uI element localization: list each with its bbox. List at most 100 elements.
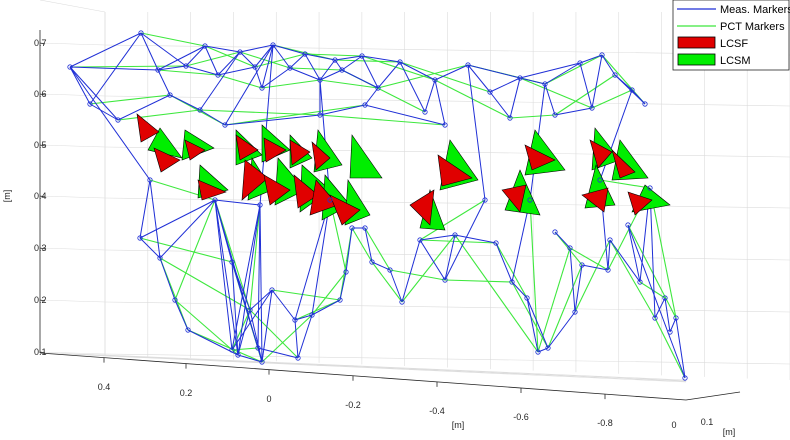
meas-link	[214, 199, 239, 356]
meas-link	[434, 79, 446, 126]
grid-line	[39, 299, 106, 303]
meas-link	[401, 239, 421, 303]
z-axis-ticks: 0.1 0.2 0.3 0.4 0.5 0.6 0.7	[34, 38, 47, 357]
meas-link	[214, 199, 233, 351]
meas-link	[364, 104, 446, 126]
grid-line	[61, 353, 686, 382]
meas-link	[399, 61, 436, 81]
meas-link	[311, 199, 331, 316]
marker-point	[507, 115, 513, 121]
marker-point	[542, 81, 548, 87]
meas-link	[304, 53, 321, 81]
pct-link	[419, 239, 497, 244]
pct-link	[239, 51, 291, 69]
grid-line	[104, 95, 790, 107]
marker-point	[309, 312, 315, 318]
marker-point	[185, 327, 191, 333]
meas-link	[364, 227, 373, 263]
z-tick-mark	[39, 42, 46, 45]
pct-link	[254, 53, 306, 68]
meas-link	[204, 45, 241, 53]
z-tick-mark	[39, 144, 46, 147]
meas-link	[444, 199, 486, 281]
pct-link	[139, 237, 233, 263]
meas-link	[609, 239, 641, 283]
grid-line	[104, 354, 686, 381]
x-axis-label: [m]	[452, 420, 465, 430]
meas-link	[139, 199, 216, 239]
lcsf-triad	[581, 187, 609, 213]
meas-link	[139, 237, 161, 259]
marker-point	[607, 237, 613, 243]
y-axis-line	[685, 391, 741, 401]
marker-point	[337, 297, 343, 303]
lcsf-triad	[329, 194, 361, 226]
pct-link	[174, 199, 216, 301]
meas-link	[675, 317, 686, 379]
x-tick-label: 0.4	[98, 382, 111, 392]
lcsf-triad	[153, 147, 181, 173]
lcsf-triad	[627, 191, 653, 216]
meas-link	[544, 83, 556, 116]
marker-point	[287, 65, 293, 71]
marker-point	[237, 49, 243, 55]
meas-link	[489, 77, 521, 93]
meas-link	[289, 67, 321, 81]
meas-link	[339, 271, 347, 301]
grid-line	[39, 352, 687, 383]
grid-line	[39, 42, 106, 46]
meas-link	[579, 62, 593, 109]
meas-link	[199, 51, 241, 111]
marker-point	[222, 122, 228, 128]
meas-link	[231, 261, 259, 349]
meas-link	[224, 44, 274, 126]
marker-point	[229, 259, 235, 265]
marker-point	[482, 197, 488, 203]
pct-link	[304, 53, 363, 57]
meas-link	[231, 289, 273, 351]
marker-point	[487, 89, 493, 95]
x-tick-label: -0.8	[597, 418, 613, 428]
marker-point	[399, 299, 405, 305]
meas-link	[334, 55, 363, 61]
meas-link	[591, 54, 603, 109]
marker-point	[417, 237, 423, 243]
meas-link	[454, 234, 497, 244]
pct-link	[351, 227, 373, 263]
marker-point	[317, 77, 323, 83]
lcsf-triad	[524, 144, 556, 171]
meas-link	[467, 64, 486, 201]
meas-link	[424, 79, 436, 113]
pct-link	[261, 314, 313, 363]
pct-link	[444, 279, 513, 283]
meas-link	[311, 299, 341, 316]
pct-link	[599, 179, 651, 189]
marker-point	[452, 232, 458, 238]
marker-point	[269, 287, 275, 293]
marker-point	[647, 185, 653, 191]
meas-link	[69, 66, 151, 181]
legend-label-pct: PCT Markers	[720, 21, 785, 33]
marker-point	[589, 105, 595, 111]
marker-point	[629, 87, 635, 93]
marker-point	[115, 117, 121, 123]
meas-link	[509, 77, 521, 119]
meas-link	[319, 69, 343, 81]
meas-link	[304, 53, 336, 61]
marker-point	[257, 202, 263, 208]
pct-link	[544, 54, 603, 85]
marker-point	[137, 235, 143, 241]
meas-link	[217, 66, 256, 76]
lcsf-triad	[263, 137, 287, 163]
marker-point	[577, 60, 583, 66]
legend-label-lcsm: LCSM	[720, 55, 751, 67]
pct-link	[294, 299, 341, 321]
y-tick-label: 0.1	[701, 417, 714, 427]
marker-point	[87, 101, 93, 107]
meas-link	[341, 55, 363, 71]
meas-link	[159, 199, 216, 259]
lcsm-triad	[349, 134, 383, 179]
meas-link	[239, 51, 256, 68]
marker-point	[270, 42, 276, 48]
meas-link	[364, 87, 379, 106]
